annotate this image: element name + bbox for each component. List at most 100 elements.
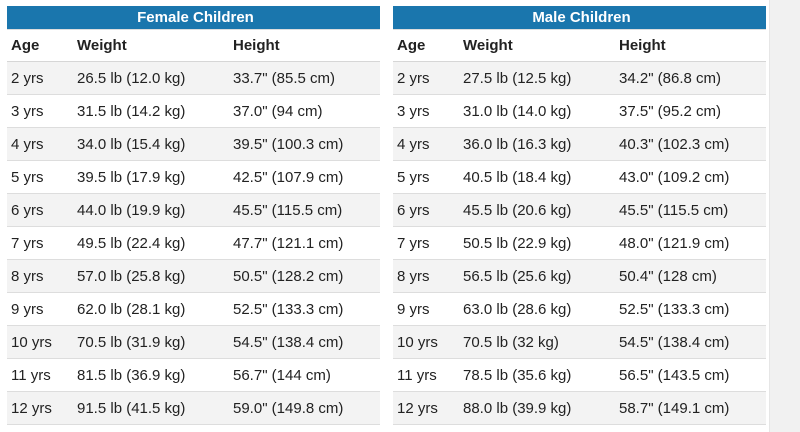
female-cell-age: 7 yrs (7, 226, 73, 260)
table-row: 5 yrs 39.5 lb (17.9 kg) 42.5" (107.9 cm) (7, 160, 380, 194)
female-table: Female Children Age Weight Height 2 yrs 2… (7, 6, 380, 425)
male-cell-height: 37.5" (95.2 cm) (615, 94, 766, 128)
female-cell-weight: 57.0 lb (25.8 kg) (73, 259, 229, 293)
male-cell-height: 58.7" (149.1 cm) (615, 391, 766, 425)
male-cell-age: 4 yrs (393, 127, 459, 161)
table-row: 5 yrs 40.5 lb (18.4 kg) 43.0" (109.2 cm) (393, 160, 766, 194)
female-cell-weight: 49.5 lb (22.4 kg) (73, 226, 229, 260)
male-cell-weight: 56.5 lb (25.6 kg) (459, 259, 615, 293)
female-cell-height: 50.5" (128.2 cm) (229, 259, 380, 293)
female-cell-height: 39.5" (100.3 cm) (229, 127, 380, 161)
female-cell-age: 9 yrs (7, 292, 73, 326)
table-row: 4 yrs 34.0 lb (15.4 kg) 39.5" (100.3 cm) (7, 127, 380, 161)
female-cell-age: 5 yrs (7, 160, 73, 194)
male-cell-age: 5 yrs (393, 160, 459, 194)
male-cell-weight: 50.5 lb (22.9 kg) (459, 226, 615, 260)
table-row: 3 yrs 31.0 lb (14.0 kg) 37.5" (95.2 cm) (393, 94, 766, 128)
female-cell-age: 10 yrs (7, 325, 73, 359)
male-header-age: Age (393, 29, 459, 62)
male-cell-weight: 36.0 lb (16.3 kg) (459, 127, 615, 161)
male-cell-weight: 78.5 lb (35.6 kg) (459, 358, 615, 392)
male-cell-age: 11 yrs (393, 358, 459, 392)
male-cell-age: 8 yrs (393, 259, 459, 293)
female-cell-weight: 91.5 lb (41.5 kg) (73, 391, 229, 425)
male-cell-age: 2 yrs (393, 61, 459, 95)
male-table-body: 2 yrs 27.5 lb (12.5 kg) 34.2" (86.8 cm) 3 y… (393, 61, 766, 425)
table-row: 8 yrs 57.0 lb (25.8 kg) 50.5" (128.2 cm) (7, 259, 380, 293)
table-row: 6 yrs 45.5 lb (20.6 kg) 45.5" (115.5 cm) (393, 193, 766, 227)
male-cell-height: 52.5" (133.3 cm) (615, 292, 766, 326)
table-row: 12 yrs 88.0 lb (39.9 kg) 58.7" (149.1 cm) (393, 391, 766, 425)
scrollbar-track[interactable] (769, 0, 800, 432)
male-cell-age: 3 yrs (393, 94, 459, 128)
female-cell-weight: 81.5 lb (36.9 kg) (73, 358, 229, 392)
table-row: 6 yrs 44.0 lb (19.9 kg) 45.5" (115.5 cm) (7, 193, 380, 227)
female-cell-age: 8 yrs (7, 259, 73, 293)
female-header-height: Height (229, 29, 380, 62)
table-row: 10 yrs 70.5 lb (32 kg) 54.5" (138.4 cm) (393, 325, 766, 359)
table-row: 7 yrs 49.5 lb (22.4 kg) 47.7" (121.1 cm) (7, 226, 380, 260)
female-cell-height: 54.5" (138.4 cm) (229, 325, 380, 359)
female-cell-weight: 26.5 lb (12.0 kg) (73, 61, 229, 95)
male-cell-height: 50.4" (128 cm) (615, 259, 766, 293)
male-cell-height: 48.0" (121.9 cm) (615, 226, 766, 260)
female-cell-height: 42.5" (107.9 cm) (229, 160, 380, 194)
male-cell-age: 9 yrs (393, 292, 459, 326)
male-cell-age: 12 yrs (393, 391, 459, 425)
female-children-table: Female Children Age Weight Height 2 yrs 2… (7, 6, 380, 425)
female-cell-age: 3 yrs (7, 94, 73, 128)
male-cell-weight: 31.0 lb (14.0 kg) (459, 94, 615, 128)
male-cell-height: 34.2" (86.8 cm) (615, 61, 766, 95)
table-row: 2 yrs 27.5 lb (12.5 kg) 34.2" (86.8 cm) (393, 61, 766, 95)
male-table: Male Children Age Weight Height 2 yrs 27.… (393, 6, 766, 425)
table-row: 8 yrs 56.5 lb (25.6 kg) 50.4" (128 cm) (393, 259, 766, 293)
male-cell-weight: 27.5 lb (12.5 kg) (459, 61, 615, 95)
male-cell-age: 6 yrs (393, 193, 459, 227)
male-cell-height: 45.5" (115.5 cm) (615, 193, 766, 227)
female-cell-age: 2 yrs (7, 61, 73, 95)
female-header-age: Age (7, 29, 73, 62)
male-header-weight: Weight (459, 29, 615, 62)
female-cell-height: 52.5" (133.3 cm) (229, 292, 380, 326)
male-cell-height: 43.0" (109.2 cm) (615, 160, 766, 194)
table-row: 2 yrs 26.5 lb (12.0 kg) 33.7" (85.5 cm) (7, 61, 380, 95)
table-row: 4 yrs 36.0 lb (16.3 kg) 40.3" (102.3 cm) (393, 127, 766, 161)
male-cell-height: 40.3" (102.3 cm) (615, 127, 766, 161)
female-cell-height: 56.7" (144 cm) (229, 358, 380, 392)
table-row: 10 yrs 70.5 lb (31.9 kg) 54.5" (138.4 cm) (7, 325, 380, 359)
female-cell-weight: 70.5 lb (31.9 kg) (73, 325, 229, 359)
female-cell-weight: 44.0 lb (19.9 kg) (73, 193, 229, 227)
female-cell-age: 11 yrs (7, 358, 73, 392)
female-cell-weight: 62.0 lb (28.1 kg) (73, 292, 229, 326)
table-row: 9 yrs 62.0 lb (28.1 kg) 52.5" (133.3 cm) (7, 292, 380, 326)
female-cell-age: 4 yrs (7, 127, 73, 161)
male-children-table: Male Children Age Weight Height 2 yrs 27.… (393, 6, 766, 425)
female-cell-height: 37.0" (94 cm) (229, 94, 380, 128)
male-cell-weight: 45.5 lb (20.6 kg) (459, 193, 615, 227)
male-table-title: Male Children (393, 6, 766, 30)
male-cell-height: 54.5" (138.4 cm) (615, 325, 766, 359)
table-row: 3 yrs 31.5 lb (14.2 kg) 37.0" (94 cm) (7, 94, 380, 128)
male-cell-weight: 70.5 lb (32 kg) (459, 325, 615, 359)
male-cell-age: 10 yrs (393, 325, 459, 359)
female-cell-height: 47.7" (121.1 cm) (229, 226, 380, 260)
female-cell-weight: 39.5 lb (17.9 kg) (73, 160, 229, 194)
female-cell-height: 45.5" (115.5 cm) (229, 193, 380, 227)
female-cell-weight: 31.5 lb (14.2 kg) (73, 94, 229, 128)
female-table-title: Female Children (7, 6, 380, 30)
table-row: 11 yrs 78.5 lb (35.6 kg) 56.5" (143.5 cm) (393, 358, 766, 392)
table-row: 7 yrs 50.5 lb (22.9 kg) 48.0" (121.9 cm) (393, 226, 766, 260)
female-cell-weight: 34.0 lb (15.4 kg) (73, 127, 229, 161)
table-row: 11 yrs 81.5 lb (36.9 kg) 56.7" (144 cm) (7, 358, 380, 392)
male-cell-weight: 63.0 lb (28.6 kg) (459, 292, 615, 326)
female-header-weight: Weight (73, 29, 229, 62)
male-cell-age: 7 yrs (393, 226, 459, 260)
male-cell-weight: 40.5 lb (18.4 kg) (459, 160, 615, 194)
male-cell-height: 56.5" (143.5 cm) (615, 358, 766, 392)
male-header-height: Height (615, 29, 766, 62)
male-cell-weight: 88.0 lb (39.9 kg) (459, 391, 615, 425)
female-cell-age: 12 yrs (7, 391, 73, 425)
female-cell-height: 59.0" (149.8 cm) (229, 391, 380, 425)
table-row: 12 yrs 91.5 lb (41.5 kg) 59.0" (149.8 cm) (7, 391, 380, 425)
table-row: 9 yrs 63.0 lb (28.6 kg) 52.5" (133.3 cm) (393, 292, 766, 326)
